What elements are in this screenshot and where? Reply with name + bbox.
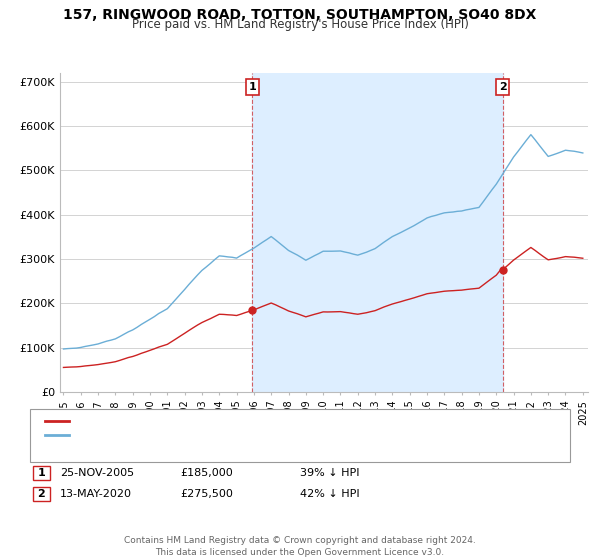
Text: Price paid vs. HM Land Registry's House Price Index (HPI): Price paid vs. HM Land Registry's House … <box>131 18 469 31</box>
Text: 25-NOV-2005: 25-NOV-2005 <box>60 468 134 478</box>
Text: £275,500: £275,500 <box>180 489 233 499</box>
Text: £185,000: £185,000 <box>180 468 233 478</box>
Text: 39% ↓ HPI: 39% ↓ HPI <box>300 468 359 478</box>
Text: 157, RINGWOOD ROAD, TOTTON, SOUTHAMPTON, SO40 8DX: 157, RINGWOOD ROAD, TOTTON, SOUTHAMPTON,… <box>64 8 536 22</box>
Text: HPI: Average price, detached house, New Forest: HPI: Average price, detached house, New … <box>72 430 323 440</box>
Text: 2: 2 <box>499 82 506 92</box>
Text: 1: 1 <box>248 82 256 92</box>
Bar <box>253 73 503 392</box>
Text: 13-MAY-2020: 13-MAY-2020 <box>60 489 132 499</box>
Text: 1: 1 <box>38 468 45 478</box>
Text: 157, RINGWOOD ROAD, TOTTON, SOUTHAMPTON, SO40 8DX (detached house): 157, RINGWOOD ROAD, TOTTON, SOUTHAMPTON,… <box>72 416 484 426</box>
Text: Contains HM Land Registry data © Crown copyright and database right 2024.
This d: Contains HM Land Registry data © Crown c… <box>124 536 476 557</box>
Text: 42% ↓ HPI: 42% ↓ HPI <box>300 489 359 499</box>
Text: 2: 2 <box>38 489 45 499</box>
